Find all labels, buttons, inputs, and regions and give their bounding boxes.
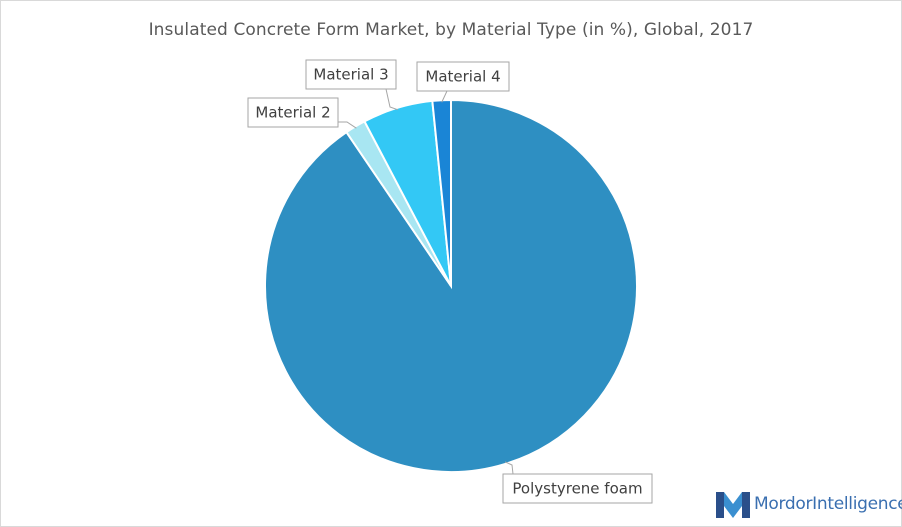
logo-mark-icon xyxy=(716,492,750,518)
callout-box xyxy=(502,473,653,504)
callout-leader-line xyxy=(504,461,514,475)
mordor-intelligence-logo: MordorIntelligence xyxy=(716,488,902,520)
logo-text: MordorIntelligence xyxy=(754,494,902,514)
slice-label: Material 4 xyxy=(425,68,500,86)
slice-label: Polystyrene foam xyxy=(512,480,642,498)
chart-title: Insulated Concrete Form Market, by Mater… xyxy=(148,20,754,40)
callout-box xyxy=(305,59,397,90)
callout-box xyxy=(416,61,510,92)
slice-label: Material 3 xyxy=(313,66,388,84)
pie-callouts: Polystyrene foam Material 2 Material 3 Mate… xyxy=(247,59,653,504)
callout-leader-line xyxy=(441,90,448,103)
pie-slices xyxy=(264,98,638,473)
callout-leader-line xyxy=(385,88,399,111)
logo-brand-suffix: Intelligence xyxy=(812,494,902,514)
logo-brand: Mordor xyxy=(754,494,813,514)
callout-leader-line xyxy=(338,121,357,129)
slice-label: Material 2 xyxy=(255,104,330,122)
callout-box xyxy=(247,97,339,128)
pie-slice-material-4 xyxy=(431,98,452,287)
